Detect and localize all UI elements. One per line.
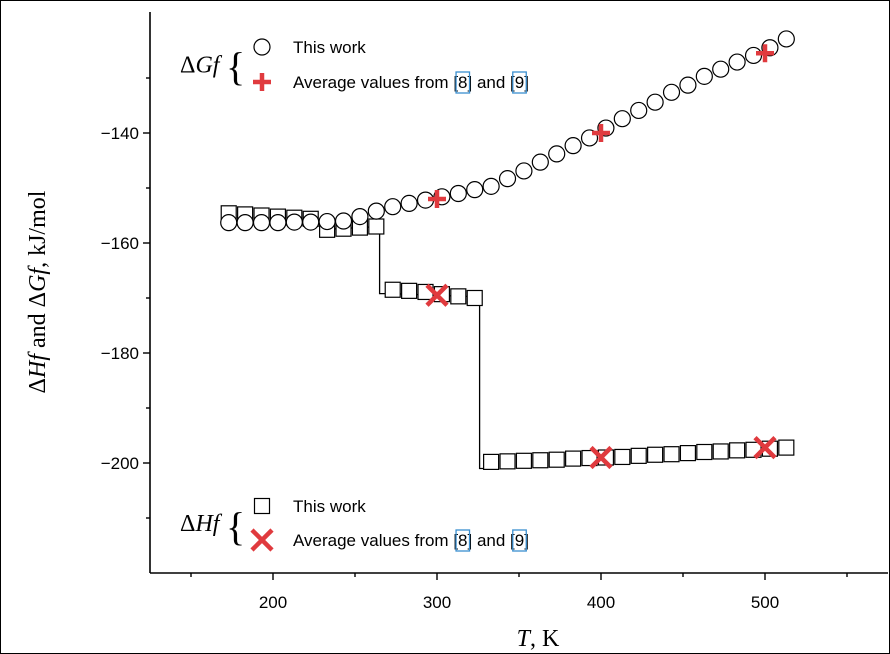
cross-stroke (250, 528, 274, 552)
y-axis-title: ΔHf and ΔGf, kJ/mol (25, 190, 51, 393)
legend-marker (253, 38, 271, 56)
x-tick-label: 200 (259, 593, 287, 612)
legend-label: Average values from [8] and [9] (293, 531, 529, 550)
gf-avg-point (428, 190, 446, 208)
legend-marker (253, 73, 271, 91)
hf-avg-point (753, 436, 777, 460)
gf-point (613, 110, 631, 128)
gf-point (646, 93, 664, 111)
gf-point (548, 145, 566, 163)
gf-avg-point (592, 124, 610, 142)
hf-point (515, 452, 533, 469)
hf-point (401, 282, 418, 299)
gf-point (662, 83, 681, 101)
hf-point (532, 452, 549, 469)
axis-titles: T, K ΔHf and ΔGf, kJ/mol (25, 190, 560, 652)
chart-marks (220, 30, 795, 470)
hf-point (663, 446, 680, 463)
x-axis-title: T, K (517, 626, 560, 652)
gf-point (728, 53, 746, 71)
y-tick-label: −160 (101, 234, 139, 253)
hf-step-line (327, 225, 492, 470)
hf-point (548, 451, 565, 468)
gf-point (679, 76, 697, 94)
gf-point (482, 177, 500, 195)
hf-point (450, 288, 467, 305)
gf-point (564, 137, 582, 155)
legend-marker (250, 528, 274, 552)
gf-point (302, 213, 320, 231)
y-tick-label: −180 (101, 344, 139, 363)
y-tick-label: −140 (101, 124, 139, 143)
x-tick-label: 400 (587, 593, 615, 612)
gf-point (236, 214, 254, 232)
hf-point (696, 443, 713, 461)
legend-marker (253, 497, 271, 515)
gf-point (449, 184, 467, 203)
hf-point (581, 449, 598, 467)
hf-avg-point (589, 445, 613, 470)
hf-point (614, 448, 631, 466)
legend-brace: { (226, 44, 245, 89)
y-tick-label: −200 (101, 454, 139, 473)
ref-link-box (512, 71, 527, 94)
hf-point (729, 442, 746, 459)
gf-point (695, 67, 713, 85)
hf-point (647, 446, 664, 463)
gf-avg-point (756, 44, 774, 63)
gf-point (334, 212, 353, 230)
hf-point (499, 453, 516, 470)
ticks: 200 300 400 500 −140 −160 −180 −200 (101, 77, 848, 612)
hf-point (778, 439, 795, 456)
hf-point (630, 447, 647, 464)
legend-label: This work (293, 497, 366, 516)
gf-point (531, 153, 549, 171)
axes (149, 12, 888, 574)
x-tick-label: 300 (423, 593, 451, 612)
hf-point (368, 218, 385, 235)
hf-avg-point (425, 283, 449, 307)
ref-link-box (512, 529, 527, 552)
hf-point (565, 450, 582, 467)
x-tick-label: 500 (751, 593, 779, 612)
hf-point (679, 445, 697, 462)
ref-link-box (455, 529, 471, 552)
gf-point (367, 202, 385, 220)
ref-link-box (455, 71, 471, 94)
gf-point (515, 162, 533, 180)
legend-group-symbol: ΔHf (180, 511, 223, 537)
gf-point (498, 170, 517, 188)
legend-group-symbol: ΔGf (180, 53, 223, 79)
hf-point (483, 453, 500, 470)
gf-point (712, 60, 730, 78)
hf-point (466, 289, 483, 307)
gf-point (318, 212, 336, 231)
gf-point (384, 198, 402, 216)
legend-brace: { (226, 504, 245, 549)
gf-point (351, 208, 369, 226)
legend-group-hf: ΔHf{ This work Average values from [8] and… (180, 497, 529, 552)
gf-point (285, 213, 303, 231)
cross-stroke (425, 283, 449, 307)
cross-stroke (589, 445, 613, 470)
legend-label: This work (293, 38, 366, 57)
legend-label: Average values from [8] and [9] (293, 73, 529, 92)
gf-point (466, 181, 484, 199)
hf-point (712, 443, 729, 460)
hf-point (384, 281, 401, 298)
legend-group-gf: ΔGf{ This work Average values from [8] and… (180, 38, 529, 92)
gf-point (252, 214, 271, 232)
gf-point (269, 214, 287, 232)
gf-point (777, 30, 795, 48)
gf-point (400, 194, 418, 212)
gf-point (220, 214, 238, 232)
gf-point (630, 101, 648, 120)
cross-stroke (753, 436, 777, 460)
